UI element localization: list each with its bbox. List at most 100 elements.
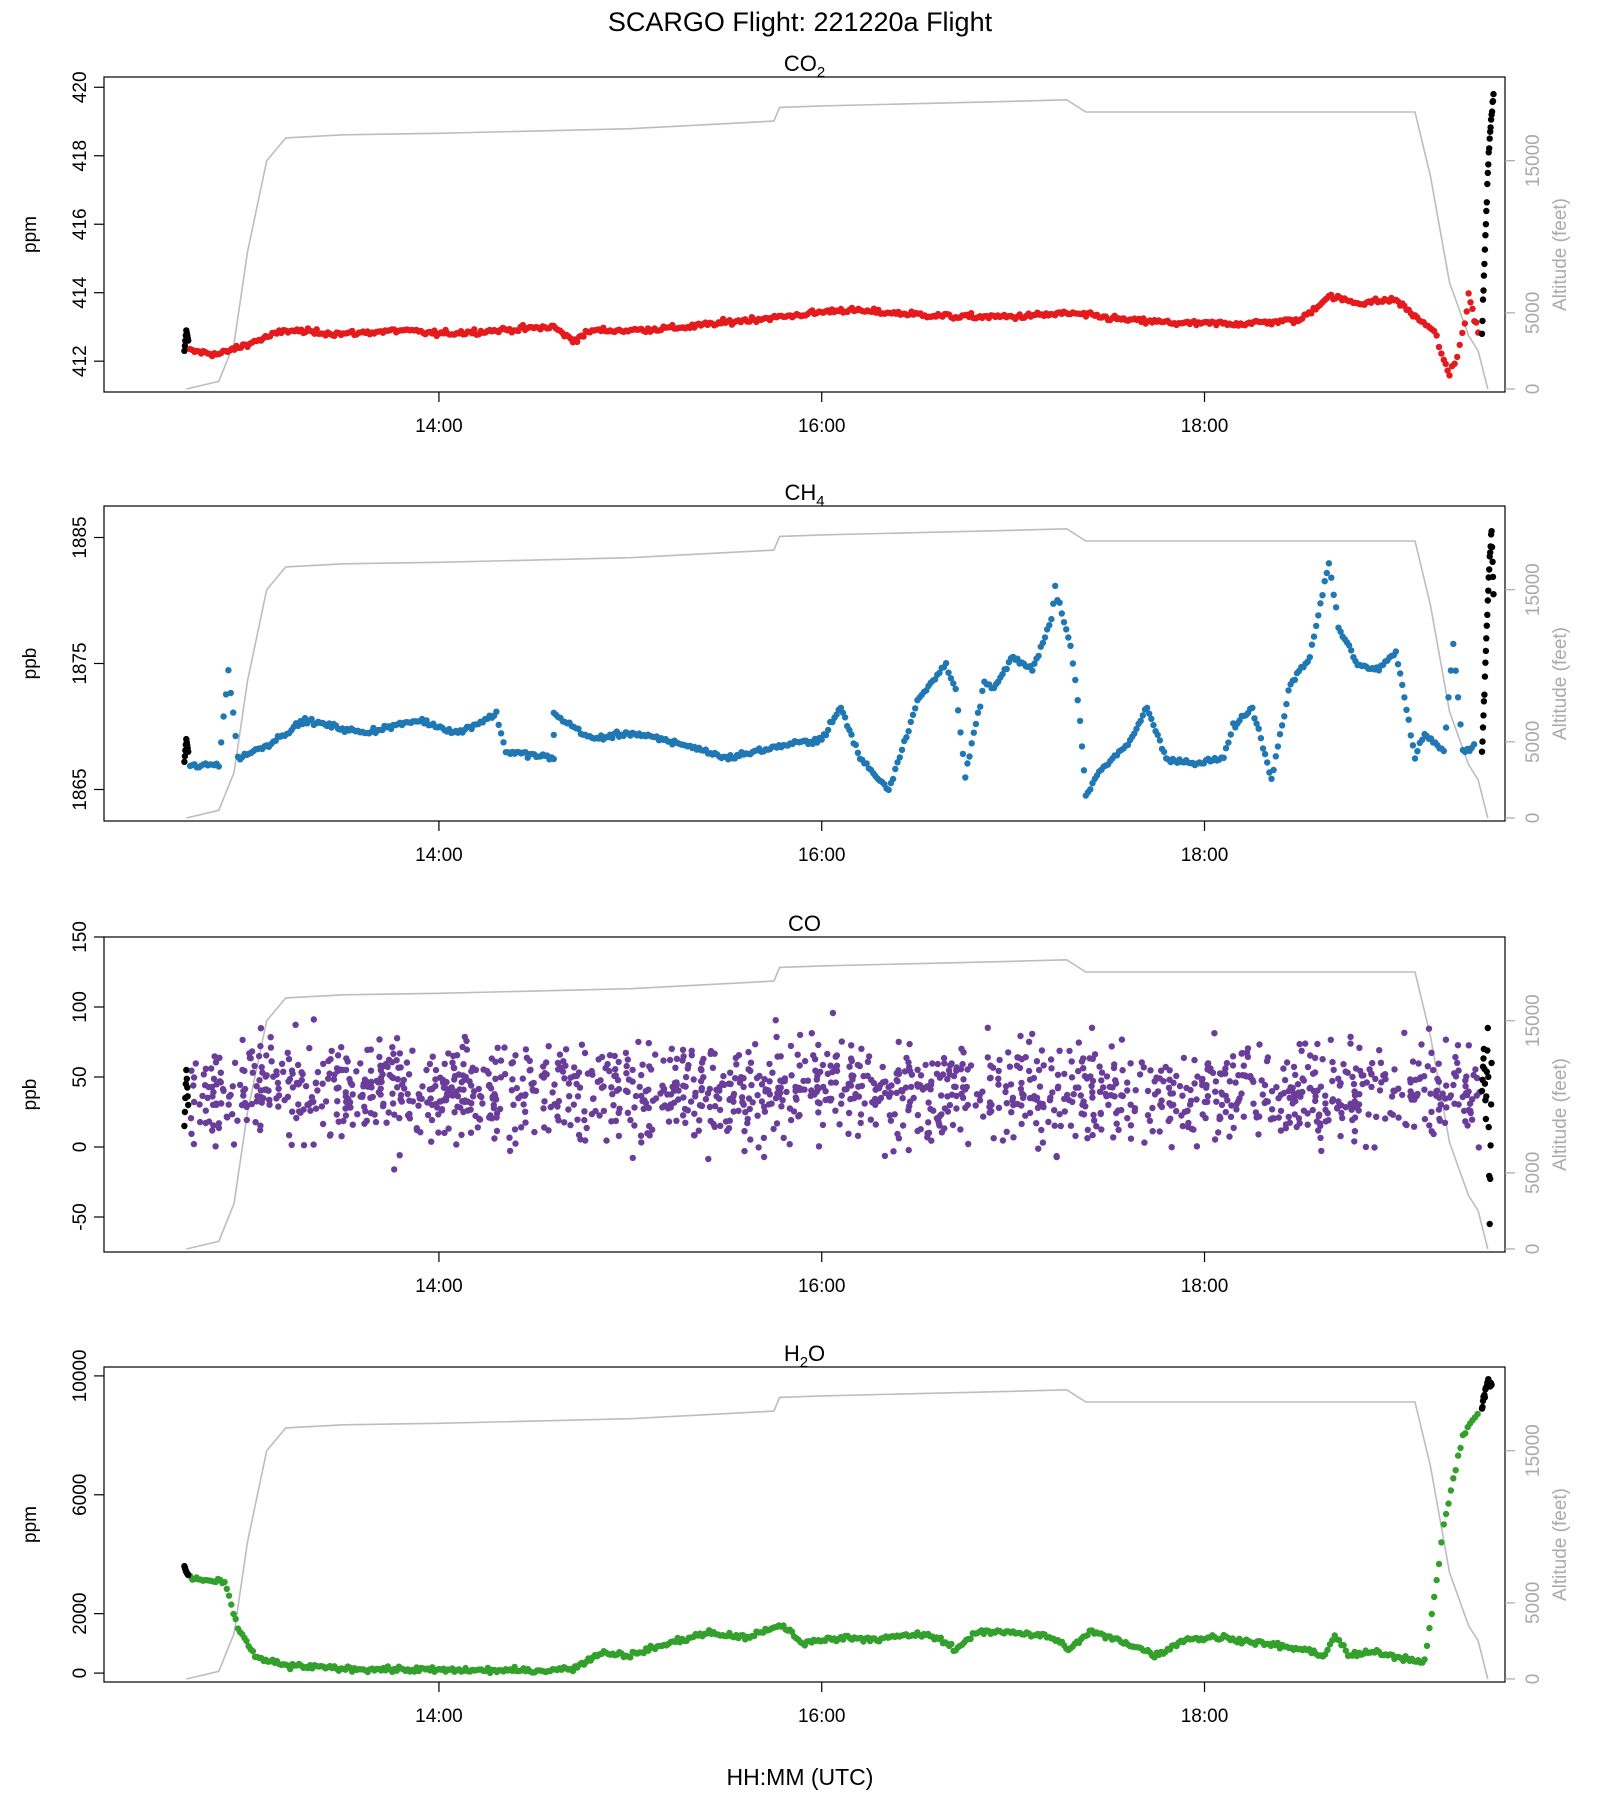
data-point (792, 1094, 799, 1101)
data-point (858, 1045, 865, 1053)
data-point (1215, 1129, 1222, 1136)
data-point (1416, 1075, 1423, 1083)
data-point (1261, 1099, 1268, 1107)
data-point (1176, 1082, 1184, 1090)
data-point (611, 1052, 618, 1060)
data-point (1222, 1065, 1229, 1072)
data-point (1132, 1087, 1139, 1094)
data-point (917, 1072, 925, 1079)
data-point (879, 1063, 886, 1071)
data-point (1047, 1056, 1055, 1063)
data-point (1250, 1100, 1257, 1107)
ground-point (1482, 232, 1489, 239)
data-point (1258, 1077, 1265, 1084)
data-point (886, 1112, 893, 1119)
data-point (644, 1130, 651, 1137)
data-point (403, 1059, 411, 1066)
data-point (887, 1117, 895, 1124)
data-point (1468, 1116, 1476, 1123)
ground-point (1480, 272, 1488, 279)
data-point (522, 1119, 529, 1126)
data-point (1408, 1090, 1415, 1098)
ground-point (1489, 558, 1496, 565)
data-point (819, 1121, 827, 1129)
data-point (966, 753, 973, 760)
data-point (1403, 706, 1410, 713)
data-point (506, 1147, 514, 1155)
data-point (435, 1129, 442, 1136)
data-point (368, 1078, 375, 1086)
data-point (574, 338, 581, 345)
data-point (815, 1143, 823, 1150)
data-point (642, 1100, 650, 1107)
data-point (705, 1155, 712, 1163)
data-point (239, 1066, 246, 1074)
data-point (1373, 1113, 1380, 1121)
data-point (1153, 1074, 1160, 1081)
data-point (1324, 1646, 1331, 1654)
data-point (1450, 640, 1457, 648)
data-point (948, 1640, 955, 1648)
data-point (645, 1647, 652, 1654)
data-point (1026, 1109, 1034, 1117)
data-point (560, 1058, 567, 1065)
data-point (1285, 1113, 1292, 1121)
data-point (1435, 343, 1443, 351)
data-point (469, 1093, 477, 1100)
ground-point (1487, 116, 1495, 123)
data-point (622, 1087, 630, 1094)
data-point (596, 1112, 603, 1119)
data-point (1170, 1079, 1177, 1087)
data-point (255, 1052, 263, 1060)
data-point (1007, 1081, 1015, 1088)
data-point (947, 675, 955, 682)
data-point (428, 1101, 436, 1109)
data-point (908, 1083, 915, 1091)
data-point (439, 1076, 447, 1084)
data-point (1253, 720, 1260, 727)
ground-point (1482, 659, 1489, 666)
ground-point (1481, 1080, 1489, 1087)
data-point (1048, 615, 1055, 623)
ground-point (1486, 1220, 1493, 1228)
data-point (1165, 1084, 1173, 1092)
ground-point (1481, 673, 1489, 680)
x-tick-label: 14:00 (415, 416, 463, 437)
data-point (1016, 1064, 1024, 1072)
data-point (1419, 736, 1426, 743)
data-point (428, 1138, 435, 1145)
data-point (1335, 1636, 1343, 1644)
panel-title: CO (788, 911, 821, 936)
data-point (511, 1126, 519, 1133)
data-point (540, 1105, 547, 1112)
data-point (1440, 747, 1448, 755)
x-tick-label: 14:00 (415, 1276, 463, 1297)
data-point (1342, 1647, 1350, 1654)
data-point (1436, 1117, 1444, 1124)
data-point (364, 1046, 371, 1054)
data-point (1462, 1430, 1469, 1437)
data-point (1144, 1087, 1152, 1095)
y-tick-label: 100 (70, 991, 91, 1023)
y-tick-label: 6000 (70, 1474, 91, 1516)
data-point (390, 1050, 397, 1058)
data-point (232, 1615, 239, 1623)
ground-point (1479, 738, 1486, 745)
data-point (581, 1116, 588, 1124)
data-point (1368, 1071, 1375, 1078)
data-point (1328, 574, 1335, 581)
data-point (1315, 1112, 1323, 1120)
data-point (942, 660, 950, 667)
ground-point (1487, 124, 1494, 131)
data-point (300, 1142, 308, 1149)
data-point (288, 1141, 295, 1149)
data-point (889, 775, 897, 783)
data-point (977, 703, 984, 710)
figure-title: SCARGO Flight: 221220a Flight (608, 7, 993, 37)
data-point (334, 1067, 342, 1075)
data-point (406, 1110, 413, 1118)
data-point (1146, 1117, 1154, 1125)
data-point (1442, 1036, 1450, 1043)
ground-point (181, 342, 189, 349)
data-point (454, 1103, 461, 1110)
